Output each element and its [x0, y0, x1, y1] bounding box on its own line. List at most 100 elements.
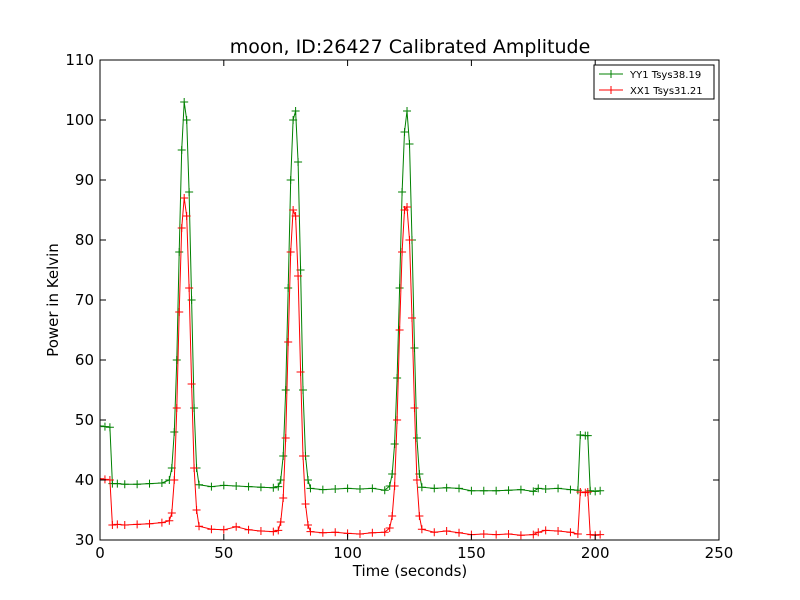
data-point-marker: [296, 368, 305, 376]
tick-layer: 0 50 100 150 200 250 30 40 50 60 70 80 90 100 110: [65, 51, 733, 562]
data-point-marker: [534, 528, 543, 537]
data-point-marker: [586, 530, 595, 539]
data-point-marker: [192, 506, 201, 514]
data-point-marker: [583, 488, 592, 496]
data-point-marker: [244, 525, 253, 534]
x-tick-label: 0: [95, 544, 105, 562]
data-point-marker: [318, 528, 327, 537]
data-point-marker: [576, 488, 585, 496]
data-point-marker: [120, 480, 129, 489]
data-point-marker: [274, 482, 283, 491]
data-point-marker: [492, 486, 501, 495]
data-point-marker: [390, 440, 399, 448]
data-point-marker: [430, 484, 439, 493]
data-point-marker: [405, 236, 414, 244]
data-point-marker: [100, 474, 104, 483]
legend-label: YY1 Tsys38.19: [629, 70, 701, 81]
data-point-marker: [407, 314, 416, 322]
data-point-marker: [596, 530, 605, 539]
data-point-marker: [269, 527, 278, 536]
data-point-marker: [113, 479, 122, 488]
data-point-marker: [244, 482, 253, 491]
data-point-marker: [279, 452, 288, 460]
data-point-marker: [274, 526, 283, 535]
data-point-marker: [299, 452, 308, 460]
data-point-marker: [157, 518, 166, 527]
data-point-marker: [182, 116, 191, 124]
data-point-marker: [133, 480, 142, 489]
data-point-marker: [286, 176, 295, 184]
data-point-marker: [182, 212, 191, 220]
data-point-marker: [516, 531, 525, 540]
data-point-marker: [403, 203, 412, 211]
data-point-marker: [380, 486, 389, 495]
x-tick-label: 100: [333, 544, 362, 562]
data-point-marker: [177, 146, 186, 154]
data-point-marker: [541, 485, 550, 493]
series-line: [100, 101, 601, 492]
data-point-marker: [417, 525, 426, 534]
data-point-marker: [187, 380, 196, 388]
data-point-marker: [276, 476, 285, 484]
legend-marker: [607, 70, 615, 78]
data-point-marker: [291, 107, 300, 115]
data-point-marker: [145, 479, 154, 488]
y-tick-label: 60: [75, 351, 94, 369]
data-point-marker: [232, 482, 241, 490]
data-point-marker: [405, 140, 414, 148]
data-point-marker: [596, 486, 605, 495]
data-point-marker: [303, 476, 312, 484]
data-point-marker: [442, 527, 451, 535]
data-point-marker: [195, 522, 204, 531]
y-tick-label: 110: [65, 51, 94, 69]
data-point-marker: [541, 526, 550, 535]
data-point-marker: [120, 521, 129, 529]
data-point-marker: [368, 484, 377, 493]
data-point-marker: [175, 248, 184, 256]
data-point-marker: [286, 248, 295, 256]
data-point-marker: [403, 107, 412, 115]
data-point-marker: [170, 428, 179, 436]
x-tick-label: 150: [457, 544, 486, 562]
data-point-marker: [207, 525, 216, 534]
data-point-marker: [306, 527, 315, 536]
data-point-marker: [113, 520, 122, 529]
y-tick-label: 80: [75, 231, 94, 249]
y-tick-label: 90: [75, 171, 94, 189]
chart-title: moon, ID:26427 Calibrated Amplitude: [230, 36, 591, 58]
data-point-marker: [442, 483, 451, 492]
data-point-marker: [410, 344, 419, 352]
data-point-marker: [355, 485, 364, 493]
data-point-marker: [455, 484, 464, 493]
data-point-marker: [207, 482, 216, 491]
data-point-marker: [289, 116, 298, 124]
data-point-marker: [390, 482, 399, 490]
data-point-marker: [573, 530, 582, 538]
data-point-marker: [190, 464, 199, 472]
data-point-marker: [284, 284, 293, 292]
data-point-marker: [388, 512, 397, 520]
data-point-marker: [180, 194, 189, 202]
data-point-marker: [279, 494, 288, 502]
data-point-marker: [583, 431, 592, 440]
data-point-marker: [256, 527, 265, 535]
x-axis-title: Time (seconds): [352, 562, 468, 580]
data-point-marker: [529, 487, 538, 496]
data-point-marker: [504, 486, 513, 495]
data-point-marker: [284, 338, 293, 346]
legend: YY1 Tsys38.19 XX1 Tsys31.21: [593, 64, 715, 100]
data-point-marker: [108, 521, 117, 529]
data-point-marker: [554, 527, 563, 535]
series-yy1: [100, 98, 605, 496]
data-point-marker: [219, 525, 228, 534]
data-point-marker: [395, 326, 404, 334]
y-tick-label: 40: [75, 471, 94, 489]
legend-marker: [607, 86, 615, 94]
data-point-marker: [343, 484, 352, 493]
data-point-marker: [100, 422, 109, 431]
data-point-marker: [516, 485, 525, 494]
data-point-marker: [393, 416, 402, 424]
legend-box: [593, 64, 715, 100]
